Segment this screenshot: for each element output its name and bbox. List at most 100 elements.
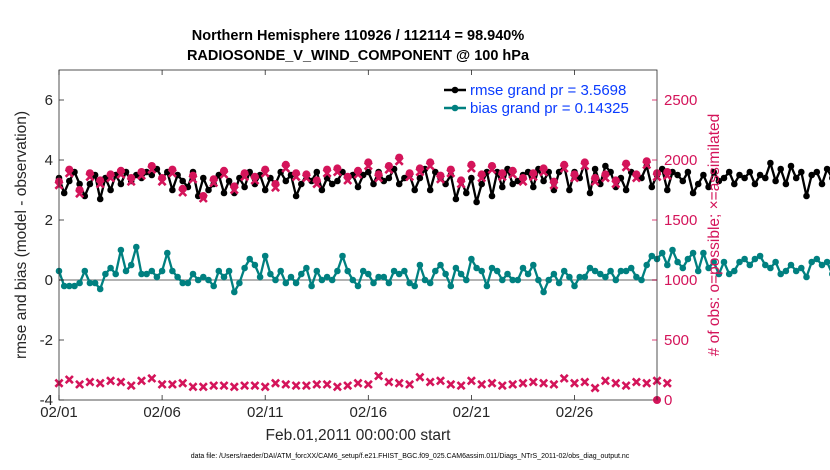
rmse-point [509, 180, 516, 188]
bias-point [571, 282, 578, 290]
rmse-point [179, 177, 186, 185]
obs-assimilated-point [147, 165, 157, 175]
rmse-point [365, 168, 372, 176]
obs-lower-point [126, 381, 136, 391]
obs-lower-point [394, 378, 404, 388]
x-axis-label: Feb.01,2011 00:00:00 start [266, 427, 452, 444]
bias-point [751, 255, 759, 263]
bias-point [792, 267, 800, 275]
obs-assimilated-point [343, 175, 353, 185]
bias-point [127, 261, 135, 269]
rmse-point [473, 198, 480, 206]
rmse-point [169, 186, 176, 194]
obs-assimilated-point [75, 189, 85, 199]
x-tick-label: 02/01 [40, 404, 78, 421]
bias-point [581, 273, 589, 281]
obs-lower-point [642, 378, 652, 388]
rmse-point [148, 171, 156, 179]
rmse-point [808, 171, 815, 179]
rmse-point [710, 168, 717, 176]
rmse-point [81, 192, 89, 200]
bias-point [395, 270, 403, 278]
bias-point [550, 270, 558, 278]
bias-point [107, 264, 114, 272]
rmse-point [798, 168, 805, 176]
bias-point [236, 279, 243, 287]
rmse-point [787, 162, 795, 170]
obs-assimilated-point [332, 167, 342, 177]
plot-frame [58, 69, 658, 401]
series-layer [54, 153, 830, 404]
rmse-point [200, 174, 207, 182]
bias-point [762, 261, 769, 269]
bias-point [426, 279, 434, 287]
obs-assimilated-point [363, 161, 373, 171]
bias-point [689, 249, 697, 257]
bias-point [313, 267, 321, 275]
bias-point [643, 261, 650, 269]
obs-assimilated-point [569, 173, 580, 183]
obs-lower-point [487, 378, 497, 388]
obs-lower-point [631, 377, 641, 387]
bias-point [607, 267, 614, 275]
obs-lower-point [106, 376, 116, 386]
bias-point [205, 276, 212, 284]
rmse-point [530, 183, 537, 191]
x-tick-label: 02/16 [350, 404, 388, 421]
obs-assimilated-point [425, 161, 435, 171]
obs-assimilated-point [312, 179, 322, 189]
obs-assimilated-point [301, 173, 311, 183]
bias-point [504, 270, 511, 278]
obs-assimilated-point [374, 173, 384, 183]
obs-lower-point [621, 381, 631, 391]
y-tick-label: -2 [40, 332, 53, 349]
bias-point [328, 276, 336, 284]
obs-lower-point [209, 381, 219, 391]
bias-point [184, 279, 192, 287]
rmse-point [586, 189, 594, 197]
rmse-point [700, 171, 707, 179]
rmse-point [705, 183, 712, 191]
bias-point [194, 276, 202, 284]
obs-lower-point [270, 378, 281, 388]
y-right-tick-label: 1000 [664, 272, 697, 289]
bias-point [303, 264, 310, 272]
obs-lower-point [312, 379, 322, 389]
bias-point [81, 267, 89, 275]
bias-point [267, 270, 274, 278]
bias-point [380, 273, 388, 281]
obs-assimilated-point [662, 171, 672, 181]
bias-point [298, 270, 305, 278]
bias-point [684, 255, 692, 263]
bias-point [725, 270, 733, 278]
bias-point [76, 279, 83, 287]
bias-point [292, 279, 300, 287]
x-tick-label: 02/06 [143, 404, 181, 421]
obs-lower-point [353, 378, 363, 388]
rmse-point [622, 186, 630, 194]
bias-point [452, 264, 460, 272]
legend-bias-label: bias grand pr = 0.14325 [470, 100, 629, 117]
rmse-point [463, 189, 470, 197]
obs-lower-point [281, 379, 291, 389]
y-tick-label: 4 [45, 152, 53, 169]
rmse-point [334, 177, 341, 185]
obs-assimilated-point [240, 172, 250, 182]
y-right-tick-label: 2000 [664, 152, 697, 169]
rmse-point [777, 165, 784, 173]
rmse-point [767, 159, 774, 167]
bias-point [638, 276, 645, 284]
bias-point [122, 267, 130, 275]
obs-assimilated-point [270, 183, 281, 193]
bias-point [179, 279, 186, 287]
rmse-point [354, 183, 362, 191]
obs-lower-point [456, 381, 466, 391]
y-tick-label: 0 [45, 272, 53, 289]
bias-point [803, 273, 810, 281]
bias-point [823, 258, 830, 266]
rmse-point [736, 171, 743, 179]
bias-point [530, 261, 537, 269]
bias-point [401, 267, 408, 275]
rmse-point [432, 168, 439, 176]
bias-point [617, 267, 625, 275]
